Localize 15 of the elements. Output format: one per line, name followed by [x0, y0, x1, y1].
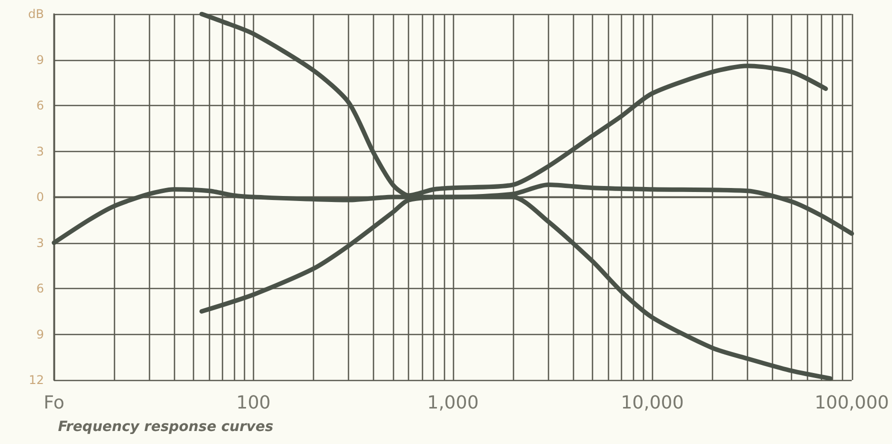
text: Frequency response curves	[58, 419, 274, 435]
x-tick-label: 1,000	[427, 392, 479, 414]
y-tick-label: 6	[36, 282, 44, 296]
x-tick-label: Fo	[44, 392, 64, 414]
y-tick-label: 6	[36, 98, 44, 112]
y-tick-label: 9	[36, 52, 44, 67]
y-tick-label: 3	[36, 144, 44, 158]
y-tick-label: 3	[36, 236, 44, 250]
x-tick-label: 100,000	[814, 392, 889, 414]
x-tick-label: 100	[236, 392, 271, 414]
y-tick-label: 0	[36, 190, 44, 204]
x-tick-label: 10,000	[620, 392, 684, 414]
y-tick-label: dB	[28, 7, 44, 21]
y-tick-label: 12	[28, 373, 44, 387]
y-tick-label: 9	[36, 327, 44, 342]
